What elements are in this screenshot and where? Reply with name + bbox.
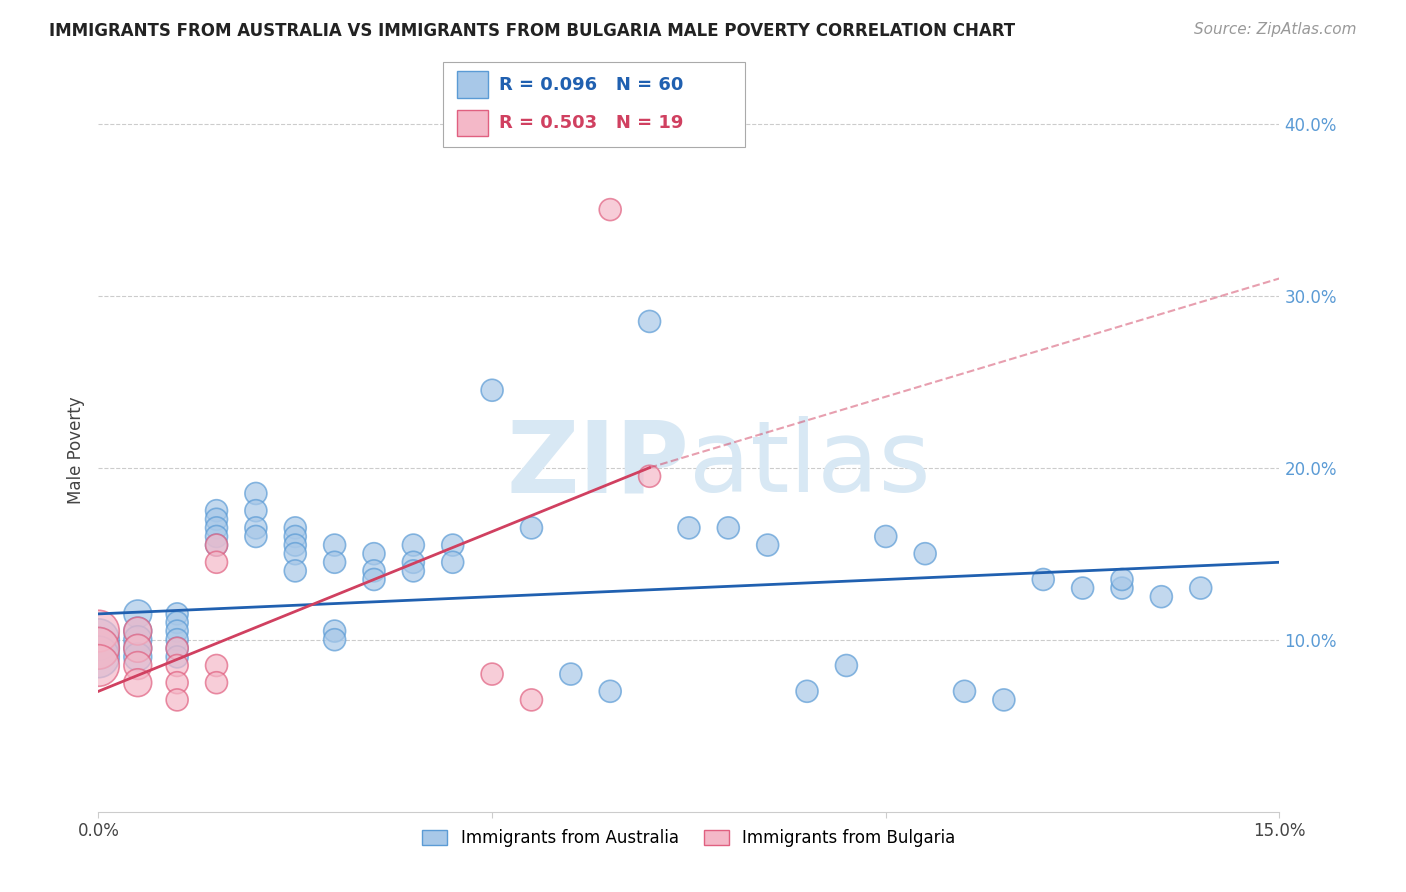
Point (481, 384, 503, 398)
Point (1111, 573, 1133, 587)
Point (402, 538, 425, 552)
Point (87, 641, 110, 656)
Point (638, 314, 661, 328)
Point (599, 202, 621, 217)
Point (284, 521, 307, 535)
Point (205, 521, 228, 535)
Point (245, 503, 267, 517)
Point (560, 667, 582, 681)
Point (835, 658, 858, 673)
Point (245, 521, 267, 535)
Point (127, 675, 149, 690)
Point (205, 555, 228, 569)
Point (166, 607, 188, 621)
Text: IMMIGRANTS FROM AUSTRALIA VS IMMIGRANTS FROM BULGARIA MALE POVERTY CORRELATION C: IMMIGRANTS FROM AUSTRALIA VS IMMIGRANTS … (49, 22, 1015, 40)
Point (875, 529, 897, 543)
Point (87, 641, 110, 656)
Legend: Immigrants from Australia, Immigrants from Bulgaria: Immigrants from Australia, Immigrants fr… (416, 822, 962, 854)
Point (481, 667, 503, 681)
Point (205, 538, 228, 552)
Point (993, 693, 1015, 707)
Point (717, 521, 740, 535)
Point (166, 658, 188, 673)
Point (205, 529, 228, 543)
Point (756, 538, 779, 552)
Text: Source: ZipAtlas.com: Source: ZipAtlas.com (1194, 22, 1357, 37)
Point (127, 632, 149, 647)
Point (441, 538, 464, 552)
Point (166, 632, 188, 647)
Point (166, 615, 188, 630)
Point (1111, 581, 1133, 595)
Point (1150, 590, 1173, 604)
Text: R = 0.096   N = 60: R = 0.096 N = 60 (499, 76, 683, 94)
Point (520, 521, 543, 535)
Point (914, 547, 936, 561)
Point (166, 693, 188, 707)
Point (284, 547, 307, 561)
Point (127, 641, 149, 656)
Point (678, 521, 700, 535)
Point (363, 547, 385, 561)
Point (402, 564, 425, 578)
Point (127, 624, 149, 639)
Point (205, 538, 228, 552)
Point (245, 486, 267, 500)
Point (402, 555, 425, 569)
Point (205, 675, 228, 690)
Point (323, 624, 346, 639)
Point (441, 555, 464, 569)
Text: ZIP: ZIP (506, 417, 689, 514)
Point (363, 573, 385, 587)
Point (323, 555, 346, 569)
Point (127, 624, 149, 639)
Point (796, 684, 818, 698)
Point (205, 658, 228, 673)
Text: R = 0.503   N = 19: R = 0.503 N = 19 (499, 114, 683, 132)
Point (953, 684, 976, 698)
Point (1071, 581, 1094, 595)
Point (284, 529, 307, 543)
Point (323, 632, 346, 647)
Point (205, 512, 228, 526)
Point (1189, 581, 1212, 595)
Point (166, 624, 188, 639)
Point (166, 641, 188, 656)
Point (205, 503, 228, 517)
Point (520, 693, 543, 707)
Point (166, 675, 188, 690)
Point (284, 538, 307, 552)
Point (245, 529, 267, 543)
Point (127, 649, 149, 664)
Point (166, 649, 188, 664)
Point (87, 624, 110, 639)
Point (87, 658, 110, 673)
Point (127, 658, 149, 673)
Point (323, 538, 346, 552)
Point (127, 641, 149, 656)
Point (1032, 573, 1054, 587)
Point (599, 684, 621, 698)
Point (87, 632, 110, 647)
Point (363, 564, 385, 578)
Y-axis label: Male Poverty: Male Poverty (66, 397, 84, 504)
Point (127, 607, 149, 621)
Point (638, 469, 661, 483)
Point (87, 649, 110, 664)
Text: atlas: atlas (689, 417, 931, 514)
Point (166, 641, 188, 656)
Point (284, 564, 307, 578)
